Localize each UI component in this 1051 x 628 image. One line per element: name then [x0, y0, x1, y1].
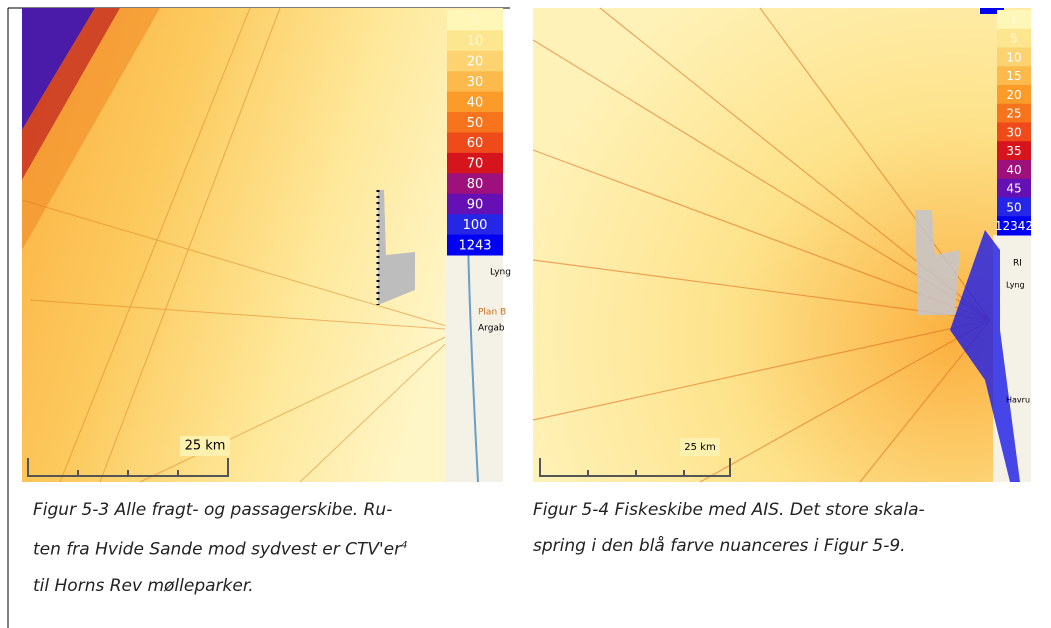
caption-text: ten fra Hvide Sande mod sydvest er CTV'e…: [33, 540, 401, 560]
legend-label: 30: [467, 75, 484, 90]
map-label: RI: [1013, 259, 1022, 269]
legend-label: 100: [463, 218, 488, 233]
map-label: Plan B: [478, 308, 506, 318]
legend-label: 15: [1006, 69, 1021, 83]
legend-label: 25: [1006, 107, 1021, 121]
legend-label: 1: [1010, 13, 1018, 27]
legend-label: 20: [1006, 88, 1021, 102]
scale-label: 25 km: [185, 439, 226, 454]
caption-line: Figur 5-4 Fiskeskibe med AIS. Det store …: [533, 492, 925, 528]
legend-label: 90: [467, 197, 484, 212]
legend-label: 70: [467, 157, 484, 172]
caption-line: til Horns Rev mølleparker.: [33, 568, 408, 604]
caption-line: ten fra Hvide Sande mod sydvest er CTV'e…: [33, 528, 408, 568]
legend-label: 10: [1006, 50, 1021, 64]
legend-label: 35: [1006, 144, 1021, 158]
legend-label: 20: [467, 55, 484, 70]
caption-line: spring i den blå farve nuanceres i Figur…: [533, 528, 925, 564]
legend-label: 50: [467, 116, 484, 131]
legend-label: 50: [1006, 200, 1021, 214]
footnote-ref: 4: [401, 540, 407, 551]
page: 25 km Lyng Plan B Argab 25 km RI Lyng Ha…: [0, 0, 1051, 628]
caption-line: Figur 5-3 Alle fragt- og passagerskibe. …: [33, 492, 408, 528]
map-1: 25 km Lyng Plan B Argab: [22, 8, 511, 482]
legend-label: 40: [1006, 163, 1021, 177]
map-label: Lyng: [1006, 281, 1025, 290]
map-label: Havru: [1006, 396, 1030, 405]
map-label: Lyng: [490, 268, 511, 278]
legend-label: 40: [467, 95, 484, 110]
map-label: Argab: [478, 324, 505, 334]
caption-2: Figur 5-4 Fiskeskibe med AIS. Det store …: [533, 492, 925, 564]
legend-label: 1243: [458, 238, 491, 253]
legend-label: 12342: [995, 219, 1033, 233]
legend-label: 45: [1006, 182, 1021, 196]
legend-label: 1: [471, 14, 479, 29]
legend-label: 60: [467, 136, 484, 151]
legend-label: 30: [1006, 125, 1021, 139]
map-2: 25 km RI Lyng Havru: [533, 8, 1031, 482]
caption-1: Figur 5-3 Alle fragt- og passagerskibe. …: [33, 492, 408, 604]
legend-label: 10: [467, 34, 484, 49]
legend-label: 80: [467, 177, 484, 192]
scale-label: 25 km: [684, 442, 715, 453]
legend-label: 5: [1010, 32, 1018, 46]
